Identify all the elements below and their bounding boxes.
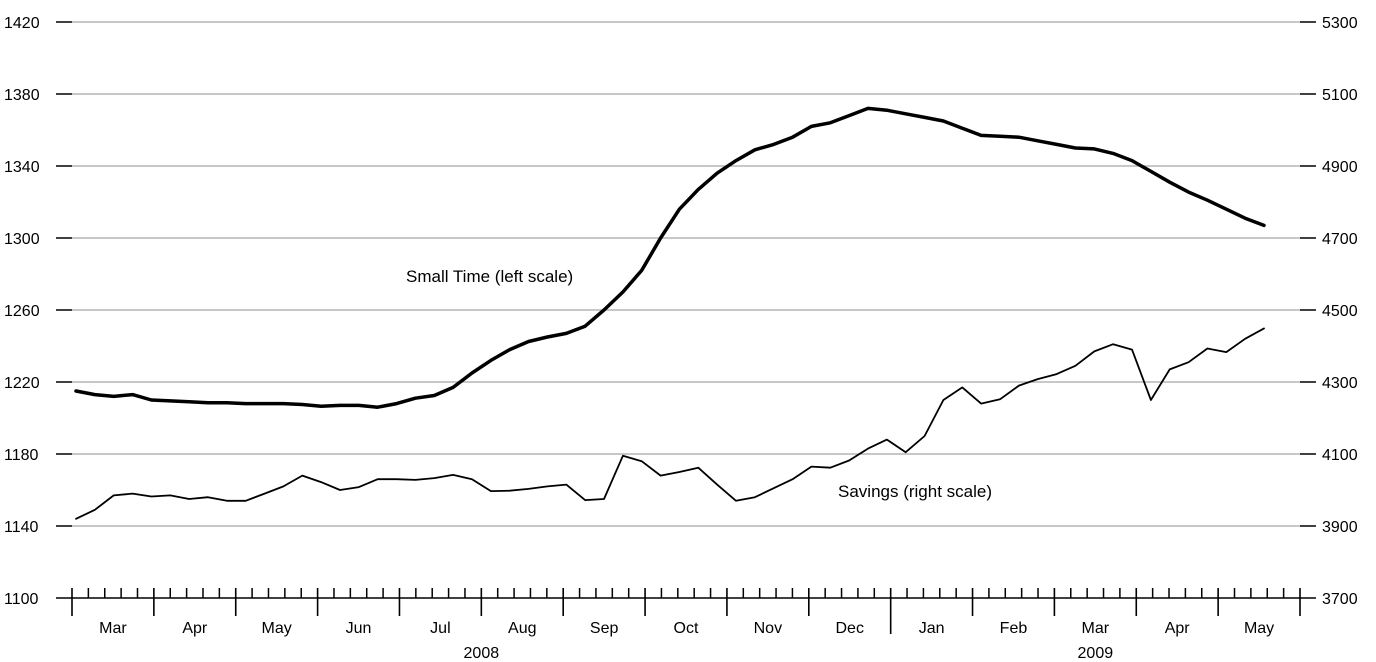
month-label: Jun [346, 620, 372, 637]
month-label: Oct [674, 620, 699, 637]
left-tick-label: 1300 [4, 231, 40, 248]
right-tick-label: 4300 [1322, 375, 1358, 392]
series-line-savings [75, 327, 1265, 520]
month-label: Mar [1082, 620, 1110, 637]
series-lines [74, 106, 1266, 520]
annotation-savings: Savings (right scale) [838, 482, 992, 501]
right-tick-label: 3700 [1322, 591, 1358, 608]
left-axis: 1100 1140 1180 1220 1260 1300 1340 1380 1420 [4, 15, 72, 608]
left-tick-label: 1100 [4, 591, 39, 608]
left-tick-label: 1260 [4, 303, 40, 320]
month-label: Nov [754, 620, 782, 637]
right-tick-label: 4500 [1322, 303, 1358, 320]
right-tick-label: 4100 [1322, 447, 1358, 464]
series-line-small-time [74, 106, 1266, 409]
right-axis: 3700 3900 4100 4300 4500 4700 4900 5100 5300 [1300, 15, 1358, 608]
year-label: 2008 [464, 645, 500, 662]
left-tick-label: 1180 [4, 447, 39, 464]
x-axis: Mar Apr May Jun Jul Aug Sep Oct Nov Dec Jan Feb Mar A… [71, 588, 1301, 662]
left-tick-label: 1420 [4, 15, 40, 32]
month-label: Apr [182, 620, 208, 637]
month-label: Feb [1000, 620, 1028, 637]
month-label: May [262, 620, 292, 637]
month-label: Aug [508, 620, 536, 637]
right-tick-label: 5300 [1322, 15, 1358, 32]
month-label: Mar [99, 620, 127, 637]
right-tick-label: 4900 [1322, 159, 1358, 176]
month-label: Jan [919, 620, 945, 637]
right-tick-label: 5100 [1322, 87, 1358, 104]
month-label: Sep [590, 620, 619, 637]
month-label: May [1244, 620, 1274, 637]
left-tick-label: 1380 [4, 87, 40, 104]
month-label: Dec [836, 620, 864, 637]
left-tick-label: 1140 [4, 519, 39, 536]
right-tick-label: 3900 [1322, 519, 1358, 536]
month-label: Apr [1165, 620, 1191, 637]
year-label: 2009 [1078, 645, 1114, 662]
right-tick-label: 4700 [1322, 231, 1358, 248]
left-tick-label: 1220 [4, 375, 40, 392]
annotation-small-time: Small Time (left scale) [406, 267, 573, 286]
left-tick-label: 1340 [4, 159, 40, 176]
month-label: Jul [430, 620, 450, 637]
gridlines [72, 21, 1300, 527]
